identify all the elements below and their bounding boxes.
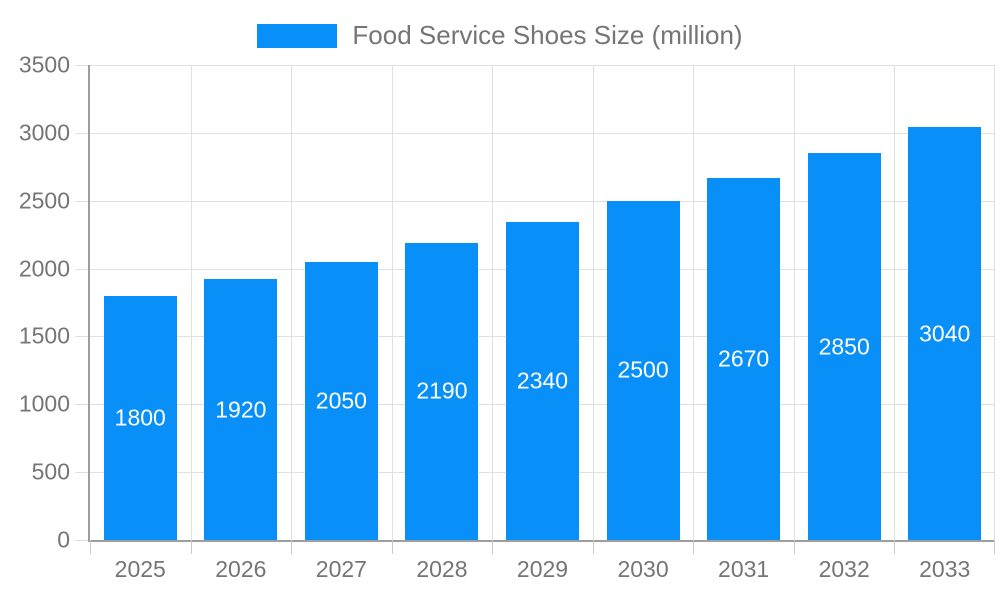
bar-value-label: 1920 [215, 396, 267, 423]
x-axis-tick-label: 2025 [114, 556, 166, 582]
gridline-vertical [391, 65, 393, 540]
x-axis-tick [793, 540, 795, 554]
x-axis-tick-label: 2026 [215, 556, 267, 582]
y-axis-tick [75, 336, 88, 338]
y-axis-tick-label: 3000 [18, 119, 70, 146]
gridline-vertical [592, 65, 594, 540]
x-axis-tick [994, 540, 995, 554]
x-axis-tick [90, 540, 91, 554]
y-axis-tick-label: 2000 [18, 255, 70, 282]
y-axis-tick-label: 1500 [18, 322, 70, 349]
bar-value-label: 2670 [718, 345, 770, 372]
x-axis-tick-label: 2030 [617, 556, 669, 582]
y-axis-tick [75, 65, 88, 66]
y-axis-tick [75, 472, 88, 474]
x-axis-tick [291, 540, 293, 554]
bar-value-label: 3040 [919, 320, 971, 347]
x-axis-tick-label: 2029 [516, 556, 569, 582]
x-axis-tick [894, 540, 896, 554]
y-axis-tick-label: 500 [31, 458, 70, 485]
bar-2027[interactable]: 2050 [304, 261, 378, 540]
y-axis-tick [75, 540, 88, 541]
y-axis-tick-label: 1000 [18, 390, 70, 417]
bar-2030[interactable]: 2500 [606, 200, 680, 540]
x-axis-tick-label: 2032 [818, 556, 870, 582]
x-axis-tick [190, 540, 192, 554]
bar-2026[interactable]: 1920 [204, 279, 278, 540]
bar-value-label: 1800 [114, 404, 166, 431]
gridline-vertical [190, 65, 192, 540]
gridline-vertical [693, 65, 695, 540]
y-axis-tick [75, 200, 88, 202]
plot-area: 0 500 1000 1500 2000 2500 3000 3500 2025 2026 2027… [19, 53, 995, 581]
x-axis-tick-label: 2033 [919, 556, 971, 582]
gridline-vertical [793, 65, 795, 540]
gridline-vertical [492, 65, 494, 540]
bar-value-label: 2190 [416, 377, 468, 404]
legend-item[interactable]: Food Service Shoes Size (million) [0, 20, 1000, 51]
y-axis-tick [75, 132, 88, 134]
gridline-horizontal [90, 65, 995, 66]
bar-2031[interactable]: 2670 [707, 177, 781, 540]
x-axis-tick [693, 540, 695, 554]
bar-2028[interactable]: 2190 [405, 242, 479, 540]
gridline-horizontal [90, 132, 995, 134]
x-axis-tick-label: 2027 [315, 556, 367, 582]
bar-2029[interactable]: 2340 [506, 222, 579, 540]
gridline-vertical [291, 65, 293, 540]
y-axis-tick [75, 268, 88, 270]
x-axis-tick [492, 540, 494, 554]
y-axis-tick-label: 3500 [18, 51, 70, 78]
bar-2025[interactable]: 1800 [103, 295, 177, 540]
legend-swatch [257, 23, 338, 48]
y-axis-tick-label: 2500 [18, 187, 70, 214]
x-axis-tick-label: 2028 [416, 556, 468, 582]
y-axis-tick [75, 404, 88, 406]
gridline-vertical [894, 65, 896, 540]
gridline-vertical [994, 65, 995, 540]
bar-2033[interactable]: 3040 [908, 127, 982, 540]
bar-value-label: 2340 [516, 367, 569, 394]
gridline-horizontal [90, 200, 995, 202]
bar-value-label: 2050 [315, 387, 367, 414]
bar-2032[interactable]: 2850 [807, 153, 881, 540]
y-axis-tick-label: 0 [57, 526, 70, 553]
legend-label: Food Service Shoes Size (million) [352, 20, 743, 50]
x-axis-tick [592, 540, 594, 554]
bar-value-label: 2850 [818, 333, 870, 360]
bar-value-label: 2500 [617, 356, 669, 383]
x-axis-tick-label: 2031 [718, 556, 770, 582]
x-axis-tick [391, 540, 393, 554]
